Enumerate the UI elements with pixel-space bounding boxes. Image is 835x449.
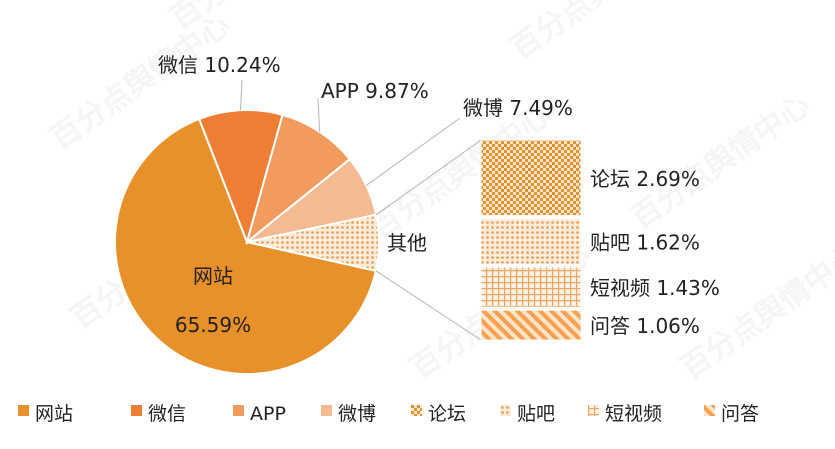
pie-slice-网站 (114, 117, 378, 375)
pie-slice-微信 (197, 109, 284, 246)
watermark-text: 百分点舆情中心 (625, 87, 817, 236)
data-labels: 网站 65.59% 微信 10.24% APP 9.87% 微博 7.49% 其他 论坛 2… (158, 53, 720, 338)
label-论坛: 论坛 2.69% (590, 167, 700, 191)
pie (114, 109, 380, 375)
legend-label-微博: 微博 (338, 403, 376, 425)
breakdown-bar (480, 139, 582, 341)
connector-lines (375, 139, 482, 341)
label-短视频: 短视频 1.43% (590, 276, 720, 300)
legend-label-短视频: 短视频 (605, 403, 662, 425)
leader-微博 (365, 117, 461, 186)
legend-item-APP: APP (233, 403, 286, 425)
legend-label-微信: 微信 (148, 403, 186, 425)
label-value-网站: 65.59% (175, 313, 251, 337)
pie-slice-其他 (246, 213, 380, 272)
legend-swatch-贴吧 (500, 405, 511, 416)
watermark-text: 百分点舆情中心 (505, 0, 697, 67)
pie-slice-APP (245, 113, 352, 245)
legend: 网站 微信 APP 微博 论坛 贴吧 短视频 问答 (18, 403, 759, 425)
legend-swatch-微博 (321, 405, 332, 416)
legend-item-网站: 网站 (18, 403, 73, 425)
leader-APP (317, 97, 321, 132)
legend-item-微信: 微信 (131, 403, 186, 425)
legend-label-贴吧: 贴吧 (517, 403, 555, 425)
legend-item-微博: 微博 (321, 403, 376, 425)
legend-swatch-问答 (704, 405, 715, 416)
label-微信: 微信 10.24% (158, 53, 281, 77)
legend-label-问答: 问答 (721, 403, 759, 425)
label-微博: 微博 7.49% (463, 96, 573, 120)
label-name-网站: 网站 (193, 264, 233, 288)
bar-segment-短视频 (480, 266, 582, 308)
bar-segment-贴吧 (480, 218, 582, 265)
bar-segment-论坛 (480, 139, 582, 217)
label-其他: 其他 (387, 231, 427, 255)
label-贴吧: 贴吧 1.62% (590, 230, 700, 254)
bar-segment-问答 (480, 309, 582, 341)
label-APP: APP 9.87% (321, 79, 429, 103)
connector-top (375, 139, 482, 216)
legend-swatch-微信 (131, 405, 142, 416)
legend-label-论坛: 论坛 (428, 403, 466, 425)
legend-item-论坛: 论坛 (411, 403, 466, 425)
connector-bottom (375, 270, 482, 341)
legend-item-问答: 问答 (704, 403, 759, 425)
leader-微信 (240, 79, 243, 111)
watermark-text: 百分点舆情中心 (675, 237, 835, 386)
legend-item-贴吧: 贴吧 (500, 403, 555, 425)
label-问答: 问答 1.06% (590, 314, 700, 338)
legend-swatch-网站 (18, 405, 29, 416)
legend-item-短视频: 短视频 (588, 403, 662, 425)
legend-label-APP: APP (250, 403, 286, 425)
legend-label-网站: 网站 (35, 403, 73, 425)
legend-swatch-APP (233, 405, 244, 416)
legend-swatch-短视频 (588, 405, 599, 416)
legend-swatch-论坛 (411, 405, 422, 416)
